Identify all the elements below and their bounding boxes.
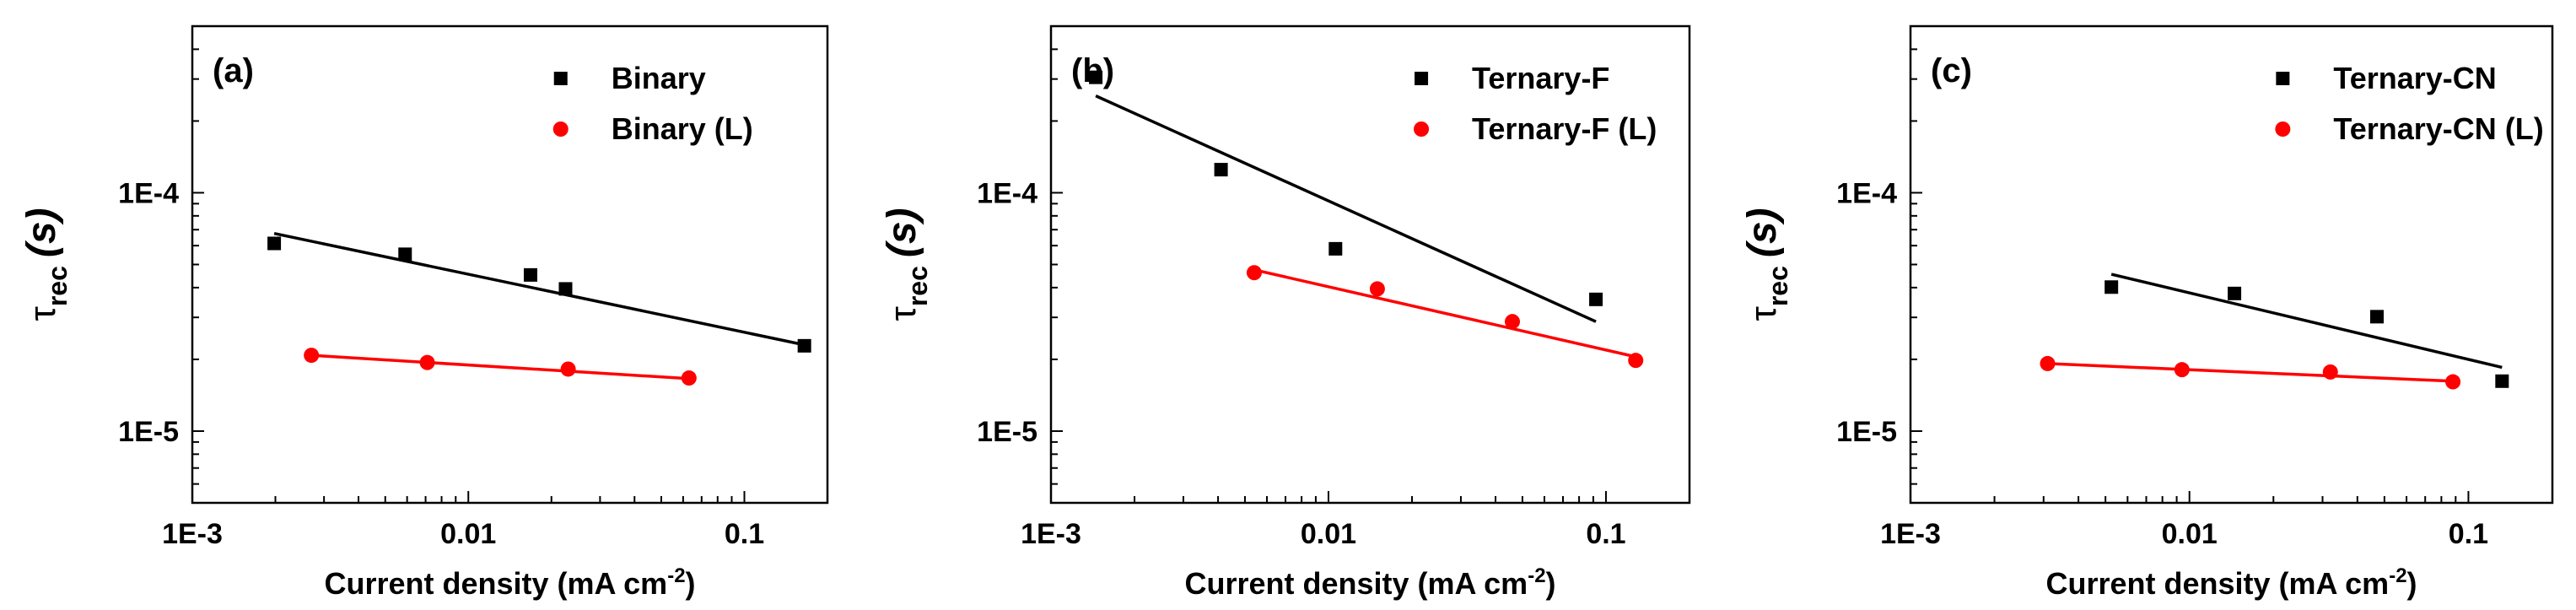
y-axis-title-subscript: rec bbox=[1763, 266, 1793, 306]
red-series-fit-line bbox=[311, 354, 689, 381]
red-series-legend-marker bbox=[2275, 121, 2291, 137]
y-axis-title-unit: (s) bbox=[1740, 208, 1785, 257]
x-axis-title-end: ) bbox=[686, 566, 696, 601]
y-tick-label: 1E-5 bbox=[1836, 416, 1897, 448]
y-axis-title: τrec (s) bbox=[880, 208, 933, 321]
black-series-point bbox=[2228, 286, 2242, 300]
red-series-point bbox=[304, 348, 320, 364]
y-tick-label: 1E-4 bbox=[118, 177, 179, 209]
plot-frame bbox=[1049, 24, 1691, 505]
red-series-legend-label: Ternary-CN (L) bbox=[2333, 111, 2543, 146]
black-series-legend-label: Ternary-F bbox=[1472, 61, 1609, 95]
panel-label: (c) bbox=[1931, 52, 1972, 89]
x-axis-title-main: Current density (mA cm bbox=[324, 566, 667, 601]
red-series-point bbox=[2445, 374, 2461, 390]
plot-frame bbox=[191, 24, 829, 505]
red-series-point bbox=[2322, 364, 2338, 380]
black-series-point bbox=[558, 282, 573, 296]
black-series-point bbox=[398, 247, 412, 262]
x-axis-title: Current density (mA cm-2) bbox=[324, 564, 695, 601]
red-series-legend-marker bbox=[552, 121, 569, 137]
black-series-point bbox=[523, 267, 537, 282]
x-axis-title-main: Current density (mA cm bbox=[1184, 566, 1528, 601]
black-series-legend-label: Binary bbox=[612, 61, 706, 95]
black-series-legend-label: Ternary-CN bbox=[2333, 61, 2496, 95]
x-axis-title: Current density (mA cm-2) bbox=[1184, 564, 1555, 601]
y-tick-label: 1E-4 bbox=[1836, 177, 1897, 209]
red-series-point bbox=[2040, 355, 2056, 371]
panel-a: 1E-3 0.01 0.1 1E-5 1E-4 Current density (mA c… bbox=[19, 24, 829, 601]
panel-c: 1E-3 0.01 0.1 1E-5 1E-4 Current density (mA c… bbox=[1740, 24, 2554, 601]
x-axis-title-end: ) bbox=[1546, 566, 1556, 601]
black-series-legend-marker bbox=[2276, 72, 2290, 85]
y-axis-title: τrec (s) bbox=[19, 208, 73, 321]
x-axis-title-superscript: -2 bbox=[667, 564, 685, 587]
red-series-fit-line bbox=[2047, 362, 2454, 383]
x-axis-title: Current density (mA cm-2) bbox=[2045, 564, 2417, 601]
black-series-point bbox=[267, 236, 282, 251]
y-tick-label: 1E-5 bbox=[118, 416, 179, 448]
red-series-legend-label: Ternary-F (L) bbox=[1472, 111, 1657, 146]
red-series-legend-marker bbox=[1414, 121, 1430, 137]
red-series-point bbox=[1246, 265, 1262, 281]
black-series-point bbox=[2369, 310, 2384, 324]
y-axis-title-tau: τ bbox=[1743, 306, 1784, 321]
x-tick-label: 0.01 bbox=[440, 518, 496, 550]
y-axis-title-tau: τ bbox=[22, 306, 63, 321]
y-tick-label: 1E-5 bbox=[977, 416, 1037, 448]
red-series-point bbox=[681, 370, 697, 386]
red-series-point bbox=[1505, 314, 1521, 330]
black-series-point bbox=[1089, 70, 1103, 84]
plot-frame bbox=[1909, 24, 2554, 505]
black-series-legend-marker bbox=[1415, 72, 1429, 85]
x-tick-label: 0.01 bbox=[1301, 518, 1356, 550]
x-tick-label: 0.1 bbox=[2449, 518, 2488, 550]
black-series-legend-marker bbox=[553, 72, 568, 85]
black-series-fit-line bbox=[1095, 94, 1597, 323]
y-axis-title-unit: (s) bbox=[880, 208, 924, 257]
panel-label: (a) bbox=[213, 52, 254, 89]
black-series-point bbox=[2495, 374, 2509, 388]
y-axis-title-unit: (s) bbox=[19, 208, 64, 257]
x-tick-label: 1E-3 bbox=[1021, 518, 1081, 550]
black-series-point bbox=[1214, 163, 1228, 177]
black-series-point bbox=[797, 338, 811, 353]
panel-b: 1E-3 0.01 0.1 1E-5 1E-4 Current density (mA c… bbox=[880, 24, 1691, 601]
red-series-point bbox=[560, 361, 576, 377]
y-axis-title-subscript: rec bbox=[903, 266, 933, 306]
red-series-point bbox=[419, 354, 435, 370]
red-series-point bbox=[1369, 281, 1385, 297]
x-axis-title-superscript: -2 bbox=[2389, 564, 2406, 587]
x-tick-label: 0.1 bbox=[725, 518, 764, 550]
x-tick-label: 0.01 bbox=[2162, 518, 2218, 550]
black-series-fit-line bbox=[2110, 273, 2503, 370]
y-tick-label: 1E-4 bbox=[977, 177, 1037, 209]
black-series-point bbox=[1328, 241, 1343, 256]
y-axis-title-subscript: rec bbox=[42, 266, 73, 306]
x-axis-title-superscript: -2 bbox=[1528, 564, 1545, 587]
black-series-fit-line bbox=[273, 231, 806, 347]
black-series-point bbox=[2104, 280, 2119, 294]
black-series-point bbox=[1589, 292, 1603, 306]
x-tick-label: 1E-3 bbox=[162, 518, 223, 550]
red-series-fit-line bbox=[1253, 268, 1636, 359]
y-axis-title-tau: τ bbox=[882, 306, 924, 321]
x-tick-label: 0.1 bbox=[1586, 518, 1625, 550]
x-tick-label: 1E-3 bbox=[1880, 518, 1941, 550]
red-series-legend-label: Binary (L) bbox=[612, 111, 753, 146]
x-axis-title-end: ) bbox=[2407, 566, 2417, 601]
red-series-point bbox=[2174, 362, 2190, 378]
y-axis-title: τrec (s) bbox=[1740, 208, 1793, 321]
red-series-point bbox=[1628, 353, 1644, 369]
x-axis-title-main: Current density (mA cm bbox=[2045, 566, 2389, 601]
